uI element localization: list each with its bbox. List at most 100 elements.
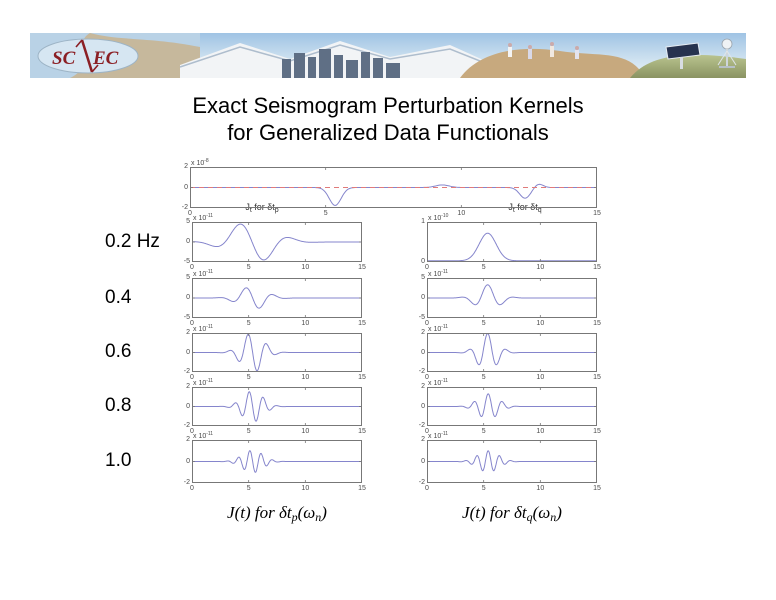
x-tick-label: 0 xyxy=(425,320,429,327)
kernel-dtp-1.0hz-curve xyxy=(192,449,362,473)
plot-frame xyxy=(192,222,362,262)
banner-people xyxy=(508,42,579,59)
kernel-dtq-0.2hz-curve xyxy=(427,232,597,262)
x-tick-label: 15 xyxy=(358,374,366,381)
x-tick-label: 15 xyxy=(358,428,366,435)
x-tick-label: 5 xyxy=(481,485,486,492)
kernel-dtq-0.8hz xyxy=(427,387,597,426)
x-tick-label: 10 xyxy=(301,428,310,435)
banner-solar-panel xyxy=(665,42,701,69)
y-tick-label: -2 xyxy=(183,422,190,429)
axis-scale-label: x 10-11 xyxy=(193,378,214,387)
x-tick-label: 5 xyxy=(481,374,486,381)
plot-frame xyxy=(427,278,597,318)
x-tick-label: 10 xyxy=(457,210,466,217)
banner-skyline xyxy=(282,49,400,78)
x-tick-label: 5 xyxy=(246,374,251,381)
y-tick-label: -2 xyxy=(181,204,188,211)
scec-photo-banner: SC EC xyxy=(30,33,746,78)
plot-frame xyxy=(192,387,362,426)
axis-scale-label: x 10-11 xyxy=(193,431,214,440)
row-label-0.6hz: 0.6 xyxy=(105,341,132,362)
x-tick-label: 10 xyxy=(536,485,545,492)
y-tick-label: 0 xyxy=(421,457,425,465)
kernel-dtp-0.6hz-curve xyxy=(192,333,362,372)
kernel-dtq-1.0hz xyxy=(427,440,597,483)
kernel-dtp-0.6hz xyxy=(192,333,362,372)
x-tick-label: 15 xyxy=(593,210,601,217)
x-tick-label: 15 xyxy=(593,374,601,381)
row-label-0.4hz: 0.4 xyxy=(105,287,132,308)
row-label-0.8hz: 0.8 xyxy=(105,395,132,416)
y-tick-label: 0 xyxy=(184,183,188,191)
axis-scale-label: x 10-8 xyxy=(191,158,209,167)
y-tick-label: 0 xyxy=(186,348,190,356)
y-tick-label: 1 xyxy=(421,218,425,225)
y-tick-label: 2 xyxy=(186,436,190,443)
kernel-dtp-0.2hz xyxy=(192,222,362,262)
x-tick-label: 5 xyxy=(481,428,486,435)
x-tick-label: 0 xyxy=(190,374,194,381)
x-tick-label: 10 xyxy=(536,320,545,327)
x-tick-label: 0 xyxy=(190,320,194,327)
y-tick-label: 2 xyxy=(421,383,425,390)
plot-frame xyxy=(427,333,597,372)
y-tick-label: 5 xyxy=(186,274,190,281)
x-tick-label: 0 xyxy=(190,264,194,271)
y-tick-label: 0 xyxy=(186,457,190,465)
y-tick-label: 2 xyxy=(184,163,188,170)
plot-frame xyxy=(427,440,597,483)
kernel-dtq-0.2hz xyxy=(427,222,597,262)
x-tick-label: 5 xyxy=(323,210,328,217)
kernel-dtp-0.4hz xyxy=(192,278,362,318)
y-tick-label: 0 xyxy=(421,348,425,356)
axis-scale-label: x 10-11 xyxy=(193,213,214,222)
kernel-dtq-1.0hz-curve xyxy=(427,450,597,472)
x-tick-label: 10 xyxy=(301,374,310,381)
y-tick-label: 2 xyxy=(421,436,425,443)
y-tick-label: -2 xyxy=(183,368,190,375)
x-tick-label: 10 xyxy=(536,428,545,435)
x-tick-label: 5 xyxy=(246,320,251,327)
banner-rocks xyxy=(460,48,645,78)
axis-scale-label: x 10-11 xyxy=(428,378,449,387)
row-label-1.0hz: 1.0 xyxy=(105,450,132,471)
x-tick-label: 10 xyxy=(536,264,545,271)
x-tick-label: 5 xyxy=(246,264,251,271)
kernel-dtq-0.4hz xyxy=(427,278,597,318)
caption-dtq-column: J(t) for δtq(ωn) xyxy=(462,503,562,524)
x-tick-label: 15 xyxy=(358,320,366,327)
x-tick-label: 5 xyxy=(246,428,251,435)
slide-title-line1: Exact Seismogram Perturbation Kernels xyxy=(192,93,584,118)
plot-frame xyxy=(427,387,597,426)
kernel-dtp-0.8hz-curve xyxy=(192,391,362,422)
kernel-dtq-0.8hz-curve xyxy=(427,393,597,418)
scec-logo-sc: SC xyxy=(52,48,76,69)
banner-collage: SC EC xyxy=(30,33,746,78)
x-tick-label: 15 xyxy=(593,485,601,492)
slide-title-line2: for Generalized Data Functionals xyxy=(227,120,549,145)
x-tick-label: 10 xyxy=(301,264,310,271)
kernel-dtp-0.4hz-curve xyxy=(192,287,362,309)
kernel-dtp-1.0hz xyxy=(192,440,362,483)
y-tick-label: 5 xyxy=(186,218,190,225)
x-tick-label: 0 xyxy=(425,428,429,435)
x-tick-label: 15 xyxy=(593,320,601,327)
y-tick-label: 0 xyxy=(421,294,425,301)
y-tick-label: 0 xyxy=(186,238,190,245)
y-tick-label: 5 xyxy=(421,274,425,281)
plot-frame xyxy=(192,278,362,318)
y-tick-label: 2 xyxy=(421,329,425,336)
y-tick-label: 0 xyxy=(421,402,425,410)
scec-logo: SC EC xyxy=(37,38,139,74)
y-tick-label: -2 xyxy=(418,422,425,429)
axis-scale-label: x 10-11 xyxy=(193,324,214,333)
x-tick-label: 5 xyxy=(481,264,486,271)
y-tick-label: 0 xyxy=(421,258,425,265)
x-tick-label: 5 xyxy=(246,485,251,492)
plot-frame xyxy=(190,167,597,208)
kernel-dtq-0.6hz-curve xyxy=(427,333,597,366)
x-tick-label: 0 xyxy=(425,485,429,492)
x-tick-label: 15 xyxy=(358,485,366,492)
